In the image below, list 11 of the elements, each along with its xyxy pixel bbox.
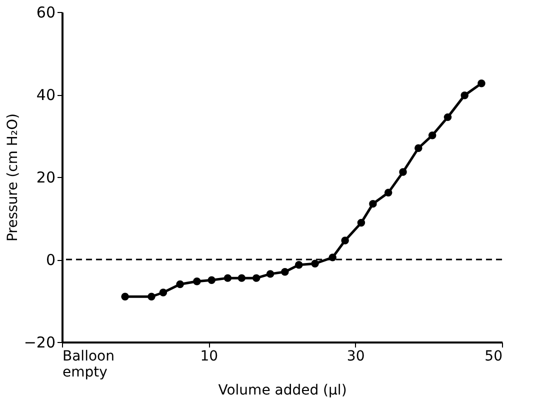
x-tick-label: 30 [346,348,365,364]
y-axis-title: Pressure (cm H₂O) [4,113,21,242]
y-tick-label: 0 [46,251,56,269]
x-axis-title: Volume added (µl) [218,382,347,398]
y-tick-label: −20 [24,334,56,352]
y-tick-label: 60 [36,4,56,22]
x-tick-label: Balloon empty [62,348,114,380]
y-tick-label: 40 [36,86,56,104]
x-tick-label: 10 [200,348,218,364]
x-tick-label: 50 [484,348,502,364]
y-tick-label: 20 [36,168,56,186]
